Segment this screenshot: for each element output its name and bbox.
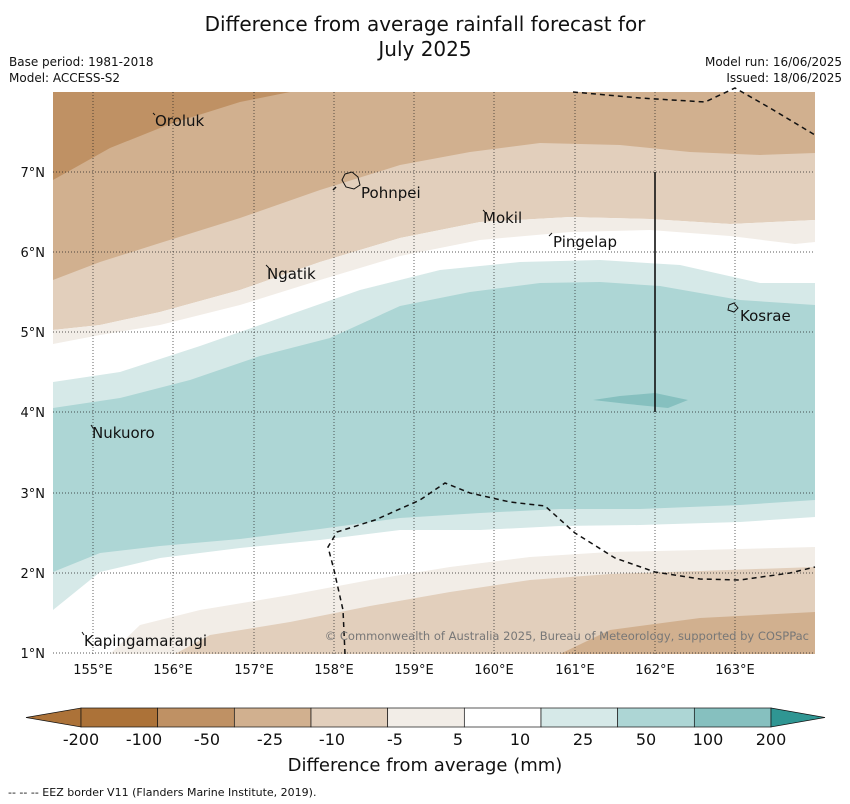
title-line-2: July 2025: [378, 37, 472, 61]
base-period-text: Base period: 1981-2018: [9, 55, 154, 69]
colorbar-label: -5: [387, 730, 403, 749]
place-label-ngatik: Ngatik: [267, 265, 316, 283]
colorbar-swatch: [463, 707, 542, 728]
colorbar-label: -100: [125, 730, 163, 749]
lat-label-2n: 2°N: [21, 567, 46, 582]
place-label-oroluk: Oroluk: [155, 112, 204, 130]
kapingamarangi-island-mark: [81, 631, 85, 636]
run-info: Model run: 16/06/2025 Issued: 18/06/2025: [705, 54, 842, 86]
colorbar-label: 5: [452, 730, 464, 749]
graticule: [53, 92, 815, 654]
colorbar-swatch: [310, 707, 389, 728]
eez-border-pohnpei: [332, 186, 337, 191]
colorbar-label: 100: [692, 730, 724, 749]
pingelap-island-mark: [548, 232, 553, 237]
map-title: Difference from average rainfall forecas…: [0, 12, 850, 62]
oroluk-island-mark: [152, 112, 156, 116]
colorbar-swatch: [540, 707, 619, 728]
place-label-kosrae: Kosrae: [740, 307, 791, 325]
latitude-labels: 7°N 6°N 5°N 4°N 3°N 2°N 1°N: [21, 166, 46, 662]
colorbar-label: 50: [635, 730, 657, 749]
copyright-notice: © Commonwealth of Australia 2025, Bureau…: [324, 629, 809, 643]
colorbar-swatch: [617, 707, 695, 728]
model-info: Base period: 1981-2018 Model: ACCESS-S2: [9, 54, 154, 86]
eez-border-north: [572, 87, 816, 136]
lon-label-158e: 158°E: [314, 663, 354, 678]
pohnpei-island-outline: [341, 171, 361, 190]
lat-label-7n: 7°N: [21, 166, 46, 181]
eez-footnote: -- -- -- EEZ border V11 (Flanders Marine…: [8, 786, 317, 799]
colorbar-swatch: [80, 707, 159, 728]
title-line-1: Difference from average rainfall forecas…: [204, 12, 646, 36]
colorbar-label: 200: [755, 730, 787, 749]
nukuoro-island-mark: [90, 424, 94, 429]
mokil-island-mark: [482, 209, 486, 213]
place-label-pohnpei: Pohnpei: [361, 184, 421, 202]
longitude-labels: 155°E 156°E 157°E 158°E 159°E 160°E 161°…: [73, 663, 755, 678]
band-minus-50-north: [53, 92, 815, 280]
band-minus-10-north: [53, 217, 815, 344]
colorbar-extend-high: [770, 707, 826, 728]
place-label-mokil: Mokil: [483, 209, 522, 227]
lon-label-161e: 161°E: [555, 663, 595, 678]
band-plus-10-main: [53, 282, 815, 572]
band-plus-25-patch: [593, 393, 688, 408]
lon-label-160e: 160°E: [474, 663, 514, 678]
lat-label-1n: 1°N: [21, 647, 46, 662]
lon-label-163e: 163°E: [715, 663, 755, 678]
model-run-text: Model run: 16/06/2025: [704, 55, 842, 69]
colorbar-label: -10: [318, 730, 346, 749]
place-label-kapingamarangi: Kapingamarangi: [84, 632, 207, 650]
colorbar-label: -200: [62, 730, 100, 749]
band-minus-50-south: [560, 612, 815, 654]
ngatik-island-mark: [265, 264, 270, 269]
band-minus-100-north: [53, 92, 290, 180]
rainfall-contours: [53, 92, 815, 654]
eez-borders: [327, 87, 816, 655]
islands: [81, 112, 739, 636]
place-labels: Oroluk Pohnpei Mokil Pingelap Ngatik Kos…: [84, 112, 791, 650]
colorbar-swatch: [233, 707, 312, 728]
kosrae-island-outline: [727, 302, 739, 313]
lon-label-159e: 159°E: [394, 663, 434, 678]
place-label-nukuoro: Nukuoro: [92, 424, 155, 442]
colorbar-label: -25: [256, 730, 284, 749]
model-name-text: Model: ACCESS-S2: [9, 71, 121, 85]
colorbar: [25, 707, 826, 728]
lat-label-5n: 5°N: [21, 326, 46, 341]
colorbar-label: 10: [509, 730, 531, 749]
lat-label-4n: 4°N: [21, 406, 46, 421]
lon-label-157e: 157°E: [234, 663, 274, 678]
colorbar-swatch: [157, 707, 235, 728]
lat-label-6n: 6°N: [21, 246, 46, 261]
colorbar-title: Difference from average (mm): [287, 755, 563, 776]
lon-label-156e: 156°E: [153, 663, 193, 678]
colorbar-swatch: [387, 707, 465, 728]
place-label-pingelap: Pingelap: [553, 233, 617, 251]
colorbar-label: 25: [572, 730, 594, 749]
colorbar-extend-low: [25, 707, 82, 728]
colorbar-label: -50: [193, 730, 221, 749]
lon-label-155e: 155°E: [73, 663, 113, 678]
lat-label-3n: 3°N: [21, 487, 46, 502]
issued-text: Issued: 18/06/2025: [726, 71, 842, 85]
colorbar-swatch: [693, 707, 772, 728]
lon-label-162e: 162°E: [635, 663, 675, 678]
